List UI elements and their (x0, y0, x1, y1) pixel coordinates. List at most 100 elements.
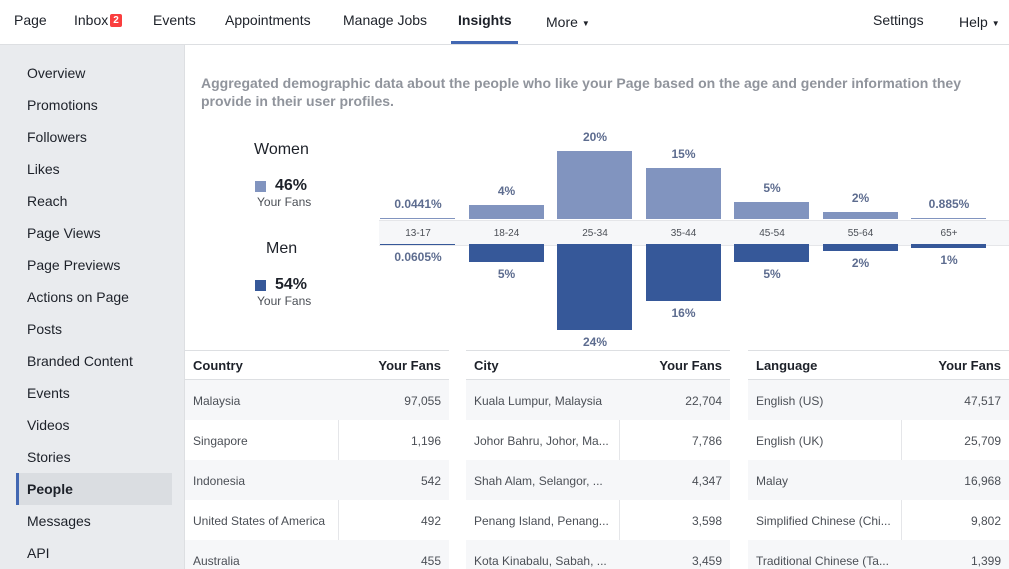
men-value-label: 2% (851, 256, 870, 271)
women-subtitle: Your Fans (257, 195, 312, 209)
men-bar-18-24[interactable] (468, 244, 544, 262)
table-row: English (UK) 25,709 (748, 420, 1009, 460)
sidebar-item-promotions[interactable]: Promotions (27, 97, 98, 113)
age-tick-label: 55-64 (847, 228, 874, 239)
fan-count: 97,055 (404, 394, 441, 408)
women-bar-13-17[interactable] (380, 218, 455, 219)
top-navigation: Page Inbox 2 Events Appointments Manage J… (0, 0, 1009, 45)
active-tab-indicator (451, 41, 518, 44)
men-subtitle: Your Fans (257, 294, 312, 308)
country-name: Singapore (193, 434, 248, 448)
tab-inbox[interactable]: Inbox 2 (74, 0, 122, 44)
table-row: Kuala Lumpur, Malaysia 22,704 (466, 380, 730, 420)
city-name: Shah Alam, Selangor, ... (474, 474, 603, 488)
country-name: United States of America (193, 514, 326, 528)
sidebar-item-videos[interactable]: Videos (27, 417, 70, 433)
women-bar-65+[interactable] (911, 218, 986, 219)
women-bar-45-54[interactable] (734, 202, 809, 219)
table-header: Language Your Fans (748, 351, 1009, 380)
sidebar-item-page-previews[interactable]: Page Previews (27, 257, 121, 273)
table-header: Country Your Fans (185, 351, 449, 380)
fan-count: 3,459 (691, 554, 722, 568)
fans-column-header[interactable]: Your Fans (378, 358, 441, 373)
sidebar-item-followers[interactable]: Followers (27, 129, 87, 145)
women-bar-55-64[interactable] (822, 212, 898, 219)
women-value-label: 5% (763, 181, 781, 195)
age-tick-label: 13-17 (405, 228, 431, 239)
table-row: Simplified Chinese (Chi... 9,802 (748, 500, 1009, 540)
tab-more[interactable]: More ▼ (546, 2, 590, 46)
fan-count: 1,399 (970, 554, 1001, 568)
sidebar-item-branded-content[interactable]: Branded Content (27, 353, 133, 369)
city-name: Kota Kinabalu, Sabah, ... (474, 554, 607, 568)
city-column-header[interactable]: City (474, 358, 499, 373)
city-table: City Your Fans Kuala Lumpur, Malaysia 22,… (466, 350, 730, 569)
men-bar-35-44[interactable] (645, 244, 721, 302)
sidebar-item-messages[interactable]: Messages (27, 513, 91, 529)
sidebar-item-actions-on-page[interactable]: Actions on Page (27, 289, 129, 305)
tab-manage-jobs[interactable]: Manage Jobs (343, 12, 428, 28)
fan-count: 542 (420, 474, 441, 488)
language-column-header[interactable]: Language (756, 358, 818, 373)
women-value-label: 15% (671, 147, 696, 161)
women-bar-18-24[interactable] (468, 205, 544, 219)
sidebar-item-reach[interactable]: Reach (27, 193, 68, 209)
fans-column-header[interactable]: Your Fans (659, 358, 722, 373)
language-name: English (UK) (756, 434, 824, 448)
chevron-down-icon: ▼ (991, 19, 1000, 28)
settings-link[interactable]: Settings (873, 12, 924, 28)
tab-insights[interactable]: Insights (458, 12, 512, 28)
country-name: Indonesia (193, 474, 246, 488)
sidebar-item-api[interactable]: API (27, 545, 50, 561)
help-menu[interactable]: Help ▼ (959, 2, 1000, 46)
fan-count: 9,802 (970, 514, 1001, 528)
tab-page[interactable]: Page (14, 12, 47, 28)
fan-count: 47,517 (964, 394, 1001, 408)
language-name: Malay (756, 474, 789, 488)
table-header: City Your Fans (466, 351, 730, 380)
women-legend-title: Women (254, 141, 309, 158)
table-row: English (US) 47,517 (748, 380, 1009, 420)
language-name: Traditional Chinese (Ta... (756, 554, 889, 568)
men-bar-13-17[interactable] (380, 244, 455, 245)
men-value-label: 24% (582, 335, 608, 349)
fan-count: 455 (420, 554, 441, 568)
country-table: Country Your Fans Malaysia 97,055 Singapo… (185, 350, 449, 569)
sidebar-item-overview[interactable]: Overview (27, 65, 86, 81)
sidebar-item-posts[interactable]: Posts (27, 321, 63, 337)
table-row: Penang Island, Penang... 3,598 (466, 500, 730, 540)
age-tick-label: 18-24 (493, 228, 520, 239)
sidebar-item-stories[interactable]: Stories (27, 449, 71, 465)
women-value-label: 0.885% (928, 197, 970, 211)
sidebar-item-people[interactable]: People (16, 473, 172, 505)
city-name: Penang Island, Penang... (474, 514, 609, 528)
women-bar-35-44[interactable] (645, 168, 721, 219)
age-tick-label: 35-44 (670, 228, 697, 239)
table-row: Australia 455 (185, 540, 449, 569)
sidebar-item-events[interactable]: Events (27, 385, 70, 401)
sidebar-item-likes[interactable]: Likes (27, 161, 60, 177)
fan-count: 1,196 (410, 434, 441, 448)
country-column-header[interactable]: Country (193, 358, 243, 373)
tab-events[interactable]: Events (153, 12, 196, 28)
women-bar-25-34[interactable] (557, 151, 632, 219)
demographics-description: Aggregated demographic data about the pe… (201, 75, 961, 109)
men-bar-45-54[interactable] (734, 244, 809, 262)
fans-column-header[interactable]: Your Fans (938, 358, 1001, 373)
chevron-down-icon: ▼ (581, 19, 590, 28)
fan-count: 3,598 (691, 514, 722, 528)
fan-count: 4,347 (691, 474, 722, 488)
women-swatch (255, 181, 266, 192)
men-bar-65+[interactable] (911, 244, 986, 248)
country-name: Australia (193, 554, 240, 568)
city-name: Kuala Lumpur, Malaysia (474, 394, 603, 408)
table-row: Kota Kinabalu, Sabah, ... 3,459 (466, 540, 730, 569)
table-row: Malay 16,968 (748, 460, 1009, 500)
men-bar-55-64[interactable] (822, 244, 898, 252)
fan-count: 16,968 (964, 474, 1001, 488)
men-bar-25-34[interactable] (557, 244, 632, 330)
men-value-label: 0.0605% (394, 250, 442, 264)
sidebar-item-page-views[interactable]: Page Views (27, 225, 101, 241)
tab-appointments[interactable]: Appointments (225, 12, 311, 28)
table-row: Malaysia 97,055 (185, 380, 449, 420)
